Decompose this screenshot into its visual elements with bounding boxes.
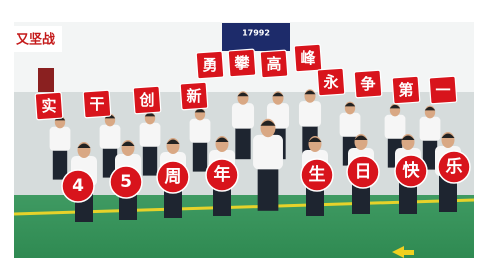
pants — [258, 163, 279, 211]
shirt — [100, 125, 121, 149]
sign-text: 争 — [360, 75, 375, 93]
sign-text: 实 — [41, 97, 56, 115]
sign-text: 年 — [214, 164, 231, 185]
sign-text: 周 — [165, 167, 182, 187]
sign-text: 攀 — [233, 54, 250, 72]
pants — [143, 142, 157, 176]
sign-text: 5 — [120, 172, 132, 192]
shirt — [190, 119, 211, 143]
sign-text: 第 — [398, 81, 413, 99]
sign-text: 干 — [89, 95, 104, 113]
sign-text: 生 — [309, 164, 326, 185]
sign-text: 快 — [403, 160, 421, 181]
sign-text: 4 — [72, 176, 84, 196]
sign-text: 乐 — [446, 157, 463, 177]
banner: 又坚战 — [15, 32, 55, 48]
shirt — [232, 103, 254, 129]
sign-text: 峰 — [300, 49, 316, 67]
shirt — [299, 101, 321, 127]
pants — [235, 124, 250, 160]
sign-text: 一 — [435, 81, 450, 99]
screen-number: 17992 — [242, 29, 270, 38]
shirt — [420, 117, 441, 141]
page: 又坚战 17992 勇攀高峰实干创新永争第一45周年生日快乐 (() => { … — [0, 0, 491, 261]
sign-text: 高 — [266, 55, 281, 73]
photo: 又坚战 17992 勇攀高 峰实 干 创 新 永 争 第 一 4 5 周 年 生 日 快 乐 — [0, 0, 491, 261]
sign-text: 创 — [138, 91, 154, 109]
shirt — [140, 123, 161, 147]
shirt — [385, 115, 406, 139]
sign-text: 日 — [355, 162, 372, 182]
pants — [193, 138, 207, 172]
shirt — [340, 113, 361, 137]
sign-text: 新 — [186, 87, 201, 105]
sign-text: 永 — [322, 73, 339, 91]
shirt — [50, 127, 71, 151]
sign-text: 勇 — [202, 56, 217, 74]
shirt — [253, 135, 283, 170]
door — [38, 68, 54, 92]
pants — [53, 146, 67, 180]
